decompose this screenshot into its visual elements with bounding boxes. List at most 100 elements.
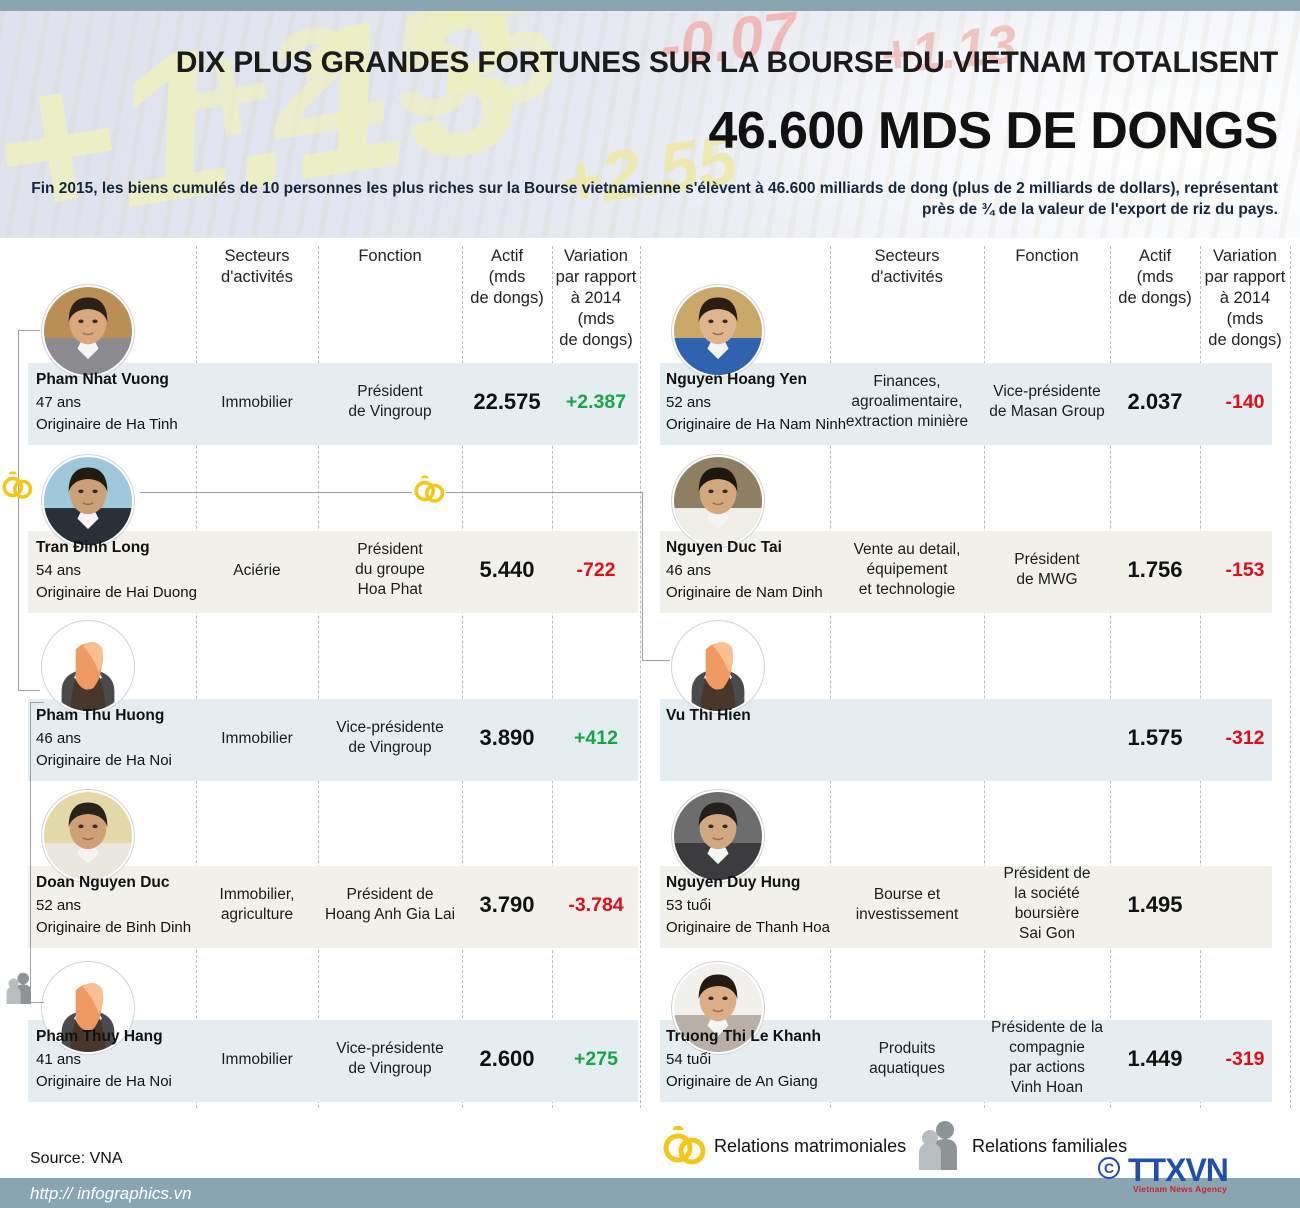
cell-line: Président xyxy=(357,383,423,400)
person-name: Truong Thi Le Khanh xyxy=(666,1028,821,1045)
wedding-rings-icon xyxy=(2,471,33,499)
cell-line: Finances, xyxy=(873,372,941,390)
column-separator xyxy=(196,246,197,1108)
connector-marriage-2-end xyxy=(642,660,670,661)
connector-family-1-bottom xyxy=(30,1002,44,1003)
connector-marriage-2-stem xyxy=(642,492,643,660)
cell-line: agriculture xyxy=(220,906,294,924)
column-separator xyxy=(640,246,641,1108)
cell-variation: -3.784 xyxy=(568,894,624,916)
column-header-fonction-left: Fonction xyxy=(318,246,462,267)
cell-function: Vice-présidente de Masan Group xyxy=(978,382,1116,422)
column-separator xyxy=(318,246,319,1108)
cell-function: Président de Hoang Anh Gia Lai xyxy=(312,885,468,925)
person-age: 47 ans xyxy=(36,394,82,411)
person-name: Pham Thu Huong xyxy=(36,707,165,724)
column-header-line: par rapport xyxy=(555,268,637,287)
cell-line: la société xyxy=(1014,885,1080,903)
cell-sector: Immobilier, agriculture xyxy=(196,885,318,925)
top-banner xyxy=(0,0,1300,11)
legend-familial-label: Relations familiales xyxy=(972,1136,1128,1156)
column-header-actif-left: Actif (mds de dongs) xyxy=(462,246,552,309)
avatar-photo xyxy=(44,287,132,375)
column-header-line: à 2014 xyxy=(1219,289,1271,308)
column-header-fonction-right: Fonction xyxy=(984,246,1110,267)
person-origin: Originaire de Ha Nam Ninh xyxy=(666,416,847,433)
avatar xyxy=(42,455,134,547)
cell-actif: 1.495 xyxy=(1127,892,1183,917)
cell-line: Vice-présidente xyxy=(336,1040,444,1057)
avatar-photo xyxy=(44,457,132,545)
cell-variation: -722 xyxy=(576,559,616,581)
avatar xyxy=(42,962,134,1054)
column-header-line: Fonction xyxy=(1015,247,1079,265)
cell-line: Présidente de la xyxy=(990,1019,1104,1036)
cell-line: agroalimentaire, xyxy=(851,392,963,410)
cell-function: Président de la société boursière Sai Gon xyxy=(978,864,1116,945)
person-name: Vu Thi Hien xyxy=(666,707,751,724)
cell-line: extraction minière xyxy=(845,412,969,430)
family-figures-icon xyxy=(6,972,31,1005)
cell-variation: -140 xyxy=(1225,391,1265,413)
cell-function: Vice-présidente de Vingroup xyxy=(312,1039,468,1079)
person-origin: Originaire de Thanh Hoa xyxy=(666,919,830,936)
column-header-line: Actif xyxy=(490,247,524,265)
connector-marriage-1-stem xyxy=(18,330,19,690)
cell-line: Aciérie xyxy=(233,561,281,579)
column-header-line: par rapport xyxy=(1204,268,1286,287)
cell-sector: Immobilier xyxy=(196,729,318,749)
connector-marriage-2-left xyxy=(140,492,412,493)
column-header-line: à 2014 xyxy=(570,289,622,308)
hero-texture xyxy=(0,11,1300,238)
person-origin: Originaire de Nam Dinh xyxy=(666,584,823,601)
column-separator xyxy=(462,246,463,1108)
cell-line: par actions xyxy=(1009,1059,1085,1077)
person-age: 46 ans xyxy=(36,730,82,747)
legend-matrimonial-label: Relations matrimoniales xyxy=(714,1136,907,1156)
wedding-rings-icon xyxy=(414,475,445,503)
cell-line: Hoa Phat xyxy=(357,580,423,598)
infographics-url: http:// infographics.vn xyxy=(30,1184,192,1203)
ttxvn-logo: TTXVN xyxy=(1128,1152,1229,1188)
person-name: Tran Đinh Long xyxy=(36,539,150,556)
cell-sector: Bourse et investissement xyxy=(830,885,984,925)
cell-actif: 1.449 xyxy=(1127,1046,1183,1071)
cell-actif: 22.575 xyxy=(473,389,541,414)
column-header-line: Actif xyxy=(1138,247,1172,265)
column-header-line: Secteurs xyxy=(874,247,940,265)
person-origin: Originaire de Ha Noi xyxy=(36,1073,172,1090)
cell-variation: +412 xyxy=(574,727,618,749)
table-row xyxy=(28,363,638,445)
page-title-line1: DIX PLUS GRANDES FORTUNES SUR LA BOURSE … xyxy=(175,46,1279,79)
cell-line: investissement xyxy=(855,906,959,924)
cell-sector: Immobilier xyxy=(196,1050,318,1070)
column-header-line: (mds xyxy=(577,310,615,329)
cell-actif: 3.890 xyxy=(479,725,535,750)
table-row xyxy=(660,1020,1272,1102)
cell-line: de Masan Group xyxy=(989,403,1105,421)
cell-line: équipement xyxy=(866,560,948,578)
person-name: Nguyen Duy Hung xyxy=(666,874,801,891)
connector-marriage-1-bottom xyxy=(18,690,40,691)
cell-function: Président de MWG xyxy=(978,550,1116,590)
cell-line: Immobilier xyxy=(221,393,293,411)
cell-variation: +275 xyxy=(574,1048,618,1070)
person-age: 46 ans xyxy=(666,562,712,579)
cell-sector: Finances, agroalimentaire, extraction mini… xyxy=(830,372,984,432)
cell-line: Président de xyxy=(1003,865,1091,882)
table-row xyxy=(660,866,1272,948)
column-header-secteurs-left: Secteurs d'activités xyxy=(196,246,318,288)
cell-function: Présidente de la compagnie par actions Vinh… xyxy=(978,1018,1116,1099)
cell-line: Sai Gon xyxy=(1018,925,1075,943)
cell-line: Président de xyxy=(346,886,434,903)
cell-line: Immobilier xyxy=(221,1050,293,1068)
column-header-line: Variation xyxy=(564,247,628,265)
avatar xyxy=(672,962,764,1054)
column-header-variation-right: Variation par rapport à 2014 (mds de dongs) xyxy=(1200,246,1290,352)
cell-sector: Aciérie xyxy=(196,561,318,581)
cell-sector: Produits aquatiques xyxy=(830,1039,984,1079)
avatar-photo xyxy=(674,623,762,711)
cell-function: Président du groupe Hoa Phat xyxy=(312,540,468,600)
ttxvn-tagline: Vietnam News Agency xyxy=(1133,1184,1228,1194)
column-separator xyxy=(1290,246,1291,1108)
